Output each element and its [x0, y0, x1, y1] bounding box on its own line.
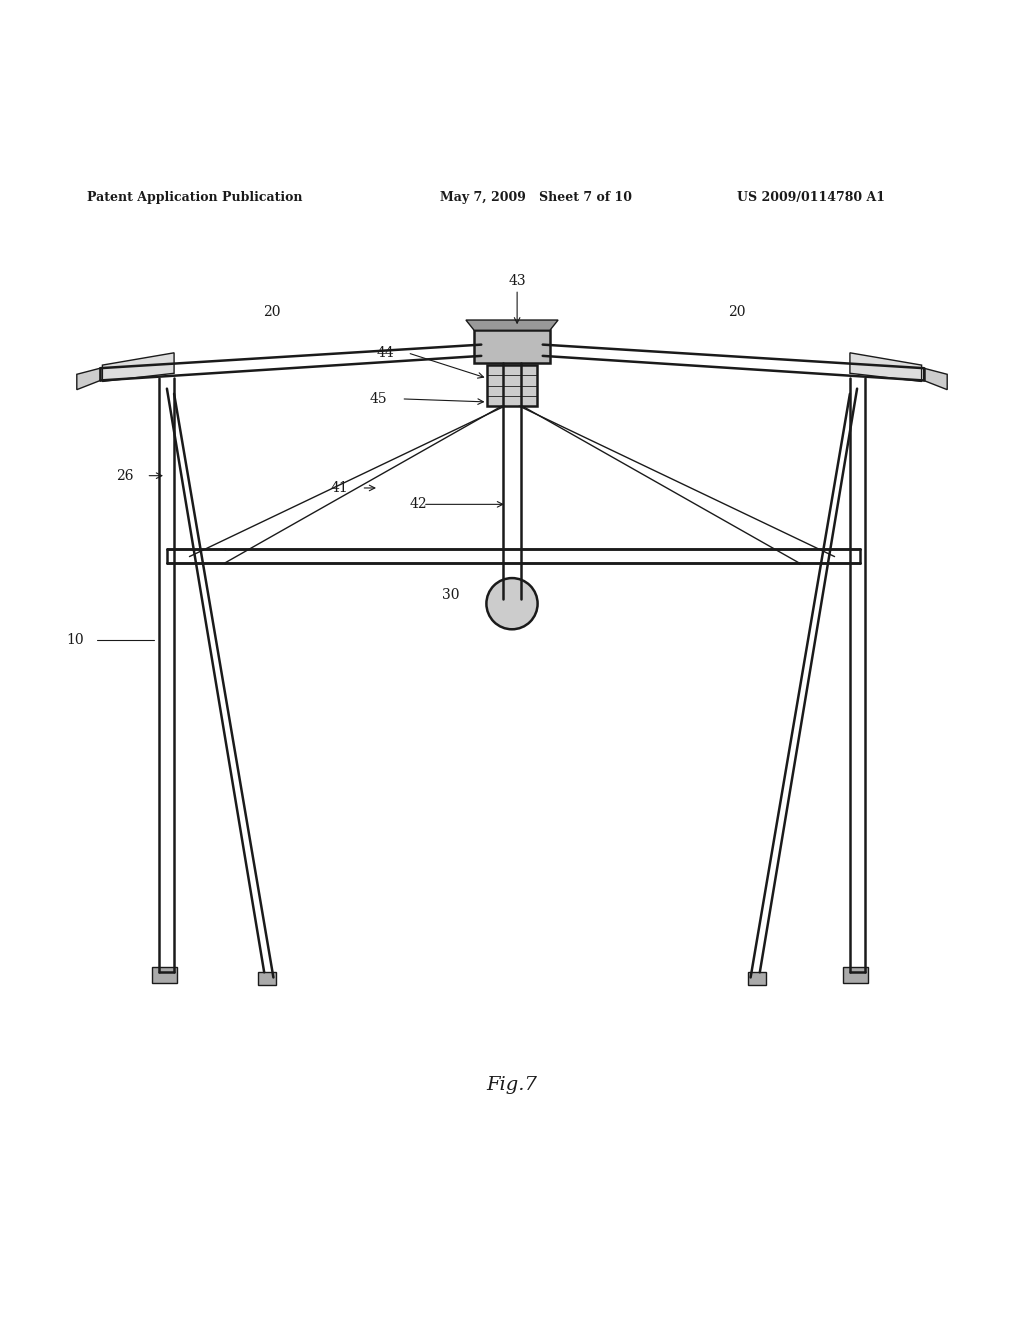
Text: 42: 42	[410, 498, 427, 511]
Text: 41: 41	[331, 480, 348, 495]
Polygon shape	[924, 368, 947, 389]
Text: 26: 26	[116, 469, 133, 483]
Text: 45: 45	[370, 392, 387, 405]
Text: US 2009/0114780 A1: US 2009/0114780 A1	[737, 191, 886, 205]
Text: 43: 43	[508, 275, 526, 288]
Bar	[152, 968, 177, 982]
Text: 30: 30	[441, 589, 460, 602]
Text: 10: 10	[67, 632, 84, 647]
Bar	[748, 973, 766, 985]
Bar	[843, 968, 868, 982]
Text: Patent Application Publication: Patent Application Publication	[87, 191, 302, 205]
Text: Fig.7: Fig.7	[486, 1076, 538, 1094]
Polygon shape	[77, 368, 100, 389]
Text: 44: 44	[377, 346, 394, 360]
Text: May 7, 2009   Sheet 7 of 10: May 7, 2009 Sheet 7 of 10	[440, 191, 632, 205]
Polygon shape	[466, 319, 558, 330]
Bar	[487, 366, 537, 407]
Circle shape	[486, 578, 538, 630]
Bar	[258, 973, 276, 985]
Polygon shape	[102, 352, 174, 381]
Text: 20: 20	[262, 305, 281, 319]
Bar	[474, 330, 550, 363]
Text: 20: 20	[728, 305, 746, 319]
Polygon shape	[850, 352, 922, 381]
